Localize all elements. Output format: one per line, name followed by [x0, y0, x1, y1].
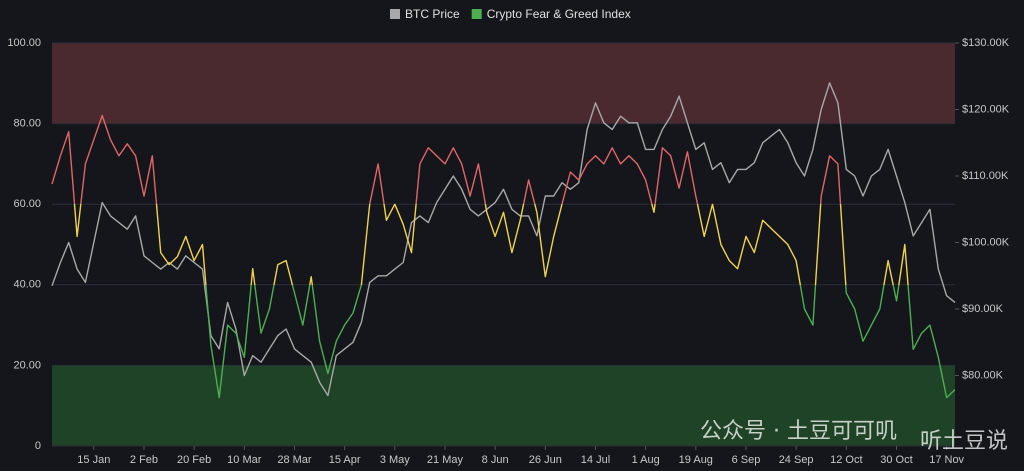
zone-band — [52, 43, 955, 124]
legend-swatch — [390, 9, 400, 19]
x-tick-label: 30 Oct — [880, 454, 912, 466]
y-tick-label: 60.00 — [13, 198, 41, 210]
legend-label: BTC Price — [405, 7, 460, 21]
x-tick-label: 2 Feb — [130, 454, 158, 466]
y2-tick-label: $130.00K — [962, 37, 1010, 49]
x-tick-label: 15 Apr — [329, 454, 361, 466]
x-tick-label: 28 Mar — [277, 454, 312, 466]
y2-tick-label: $110.00K — [962, 170, 1009, 182]
y-tick-label: 0 — [35, 440, 41, 452]
y-tick-label: 80.00 — [13, 118, 41, 130]
zone-band — [52, 365, 955, 446]
x-tick-label: 12 Oct — [830, 454, 862, 466]
x-tick-label: 21 May — [427, 454, 464, 466]
legend-swatch — [471, 9, 482, 19]
x-tick-label: 14 Jul — [581, 454, 610, 466]
watermark-brand: 听土豆说 — [920, 429, 1008, 454]
y-tick-label: 20.00 — [13, 359, 41, 371]
y2-tick-label: $80.00K — [962, 369, 1004, 381]
x-tick-label: 1 Aug — [632, 454, 660, 466]
x-tick-label: 3 May — [380, 454, 410, 466]
y2-tick-label: $120.00K — [962, 103, 1010, 115]
legend-label: Crypto Fear & Greed Index — [487, 7, 631, 21]
series-line — [51, 114, 956, 399]
y-tick-label: 100.00 — [7, 37, 41, 49]
x-tick-label: 10 Mar — [227, 454, 262, 466]
y2-tick-label: $90.00K — [962, 303, 1004, 315]
y-tick-label: 40.00 — [13, 279, 41, 291]
x-tick-label: 15 Jan — [77, 454, 110, 466]
x-tick-label: 17 Nov — [929, 454, 964, 466]
x-tick-label: 8 Jun — [482, 454, 509, 466]
x-tick-label: 20 Feb — [177, 454, 211, 466]
x-tick-label: 6 Sep — [732, 454, 761, 466]
watermark: 公众号 · 土豆可可叽 — [700, 419, 897, 444]
x-tick-label: 26 Jun — [529, 454, 562, 466]
x-tick-label: 19 Aug — [679, 454, 713, 466]
x-tick-label: 24 Sep — [779, 454, 814, 466]
series-line — [51, 82, 956, 397]
y2-tick-label: $100.00K — [962, 236, 1010, 248]
